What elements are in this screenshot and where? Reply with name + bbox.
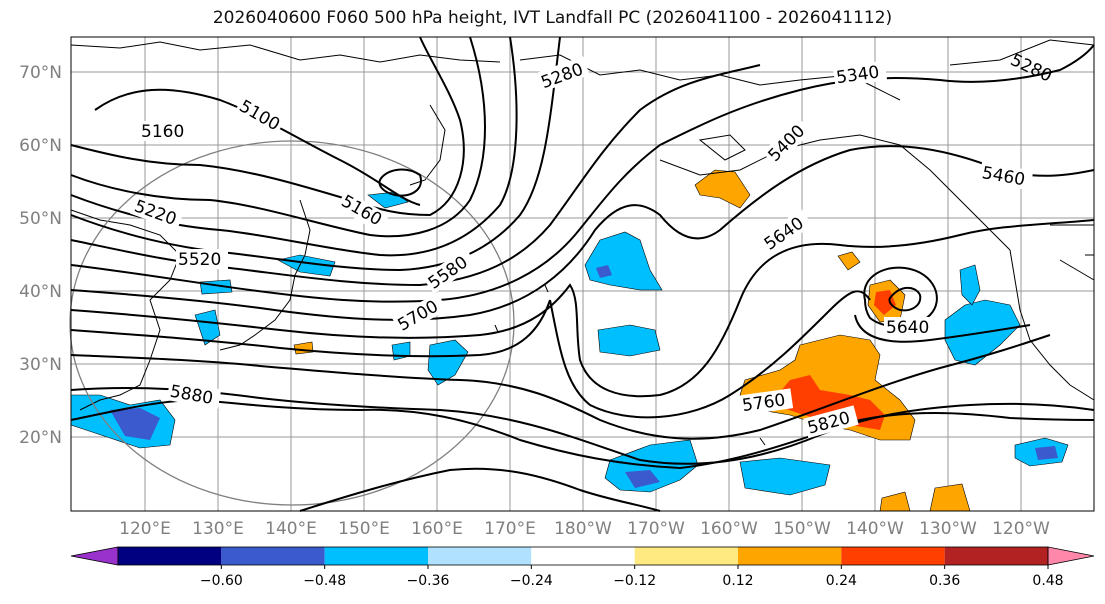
colorbar-tick-label: 0.12	[722, 573, 753, 589]
highlight-circle	[69, 140, 515, 506]
latitude-tick-label: 30°N	[19, 355, 62, 375]
longitude-tick-label: 170°W	[627, 519, 685, 539]
latitude-labels: 70°N 60°N 50°N 40°N 30°N 20°N	[19, 63, 62, 448]
negative-anomaly-area	[597, 324, 661, 357]
map-border	[70, 36, 1095, 512]
longitude-tick-label: 170°E	[484, 519, 536, 539]
colorbar-tick-label: −0.36	[407, 573, 450, 589]
colorbar-segment	[738, 547, 842, 565]
longitude-tick-label: 140°W	[846, 519, 904, 539]
longitude-labels: 120°E 130°E 140°E 150°E 160°E 170°E 180°W 170°W…	[119, 519, 1050, 539]
height-contour	[863, 266, 938, 328]
longitude-tick-label: 130°W	[919, 519, 977, 539]
height-contour	[70, 387, 1095, 465]
colorbar: −0.60 −0.48 −0.36 −0.24 −0.12 0.12 0.24 0.36 0.4…	[70, 546, 1095, 589]
height-contour	[70, 36, 486, 238]
height-contours	[70, 36, 1095, 512]
negative-anomaly-area	[959, 264, 981, 306]
japan-coastline	[219, 199, 311, 351]
longitude-tick-label: 160°W	[700, 519, 758, 539]
height-contour	[549, 290, 871, 419]
north-america-coastline	[949, 39, 1095, 401]
longitude-tick-label: 120°W	[992, 519, 1050, 539]
colorbar-tick-label: −0.60	[200, 573, 243, 589]
longitude-tick-label: 150°W	[773, 519, 831, 539]
latitude-tick-label: 70°N	[19, 63, 62, 83]
colorbar-extension-high	[1047, 546, 1095, 566]
pacific-islands	[494, 284, 766, 446]
height-contour	[70, 36, 561, 272]
map-title: 2026040600 F060 500 hPa height, IVT Land…	[212, 8, 893, 28]
strong-negative-anomaly-area	[596, 265, 612, 278]
colorbar-segment	[428, 547, 532, 565]
colorbar-segment	[531, 547, 635, 565]
colorbar-segment	[841, 547, 945, 565]
latitude-tick-label: 60°N	[19, 136, 62, 156]
longitude-tick-label: 140°E	[265, 519, 317, 539]
colorbar-border	[117, 546, 1049, 566]
colorbar-segment	[118, 547, 222, 565]
positive-anomaly-area	[694, 169, 751, 209]
longitude-tick-label: 160°E	[411, 519, 463, 539]
colorbar-tick-label: 0.36	[929, 573, 960, 589]
negative-anomaly-area	[194, 309, 221, 346]
map-panel: 5160 5100 5220 5160 5280 5340 5400 5460 …	[69, 36, 1095, 512]
colorbar-segment	[634, 547, 738, 565]
colorbar-tick-label: 0.24	[826, 573, 857, 589]
strong-positive-anomaly-area	[775, 375, 885, 430]
strong-negative-anomaly-area	[110, 408, 160, 440]
height-contour	[70, 398, 1095, 470]
contour-label: 5160	[141, 122, 184, 142]
longitude-tick-label: 150°E	[338, 519, 390, 539]
height-contour	[888, 286, 922, 312]
colorbar-tick-label: −0.24	[510, 573, 553, 589]
longitude-tick-label: 130°E	[192, 519, 244, 539]
colorbar-tick-label: −0.48	[303, 573, 346, 589]
colorbar-segment	[324, 547, 428, 565]
longitude-tick-label: 180°W	[554, 519, 612, 539]
height-contour	[70, 219, 1095, 398]
colorbar-tick-label: −0.12	[613, 573, 656, 589]
negative-anomaly-area	[739, 457, 831, 496]
latitude-tick-label: 20°N	[19, 428, 62, 448]
height-contour	[70, 145, 1095, 321]
colorbar-tick-label: 0.48	[1032, 573, 1063, 589]
negative-anomaly-area	[427, 339, 469, 386]
colorbar-segment	[221, 547, 325, 565]
height-contour	[70, 299, 551, 358]
height-contour	[70, 44, 1095, 303]
kamchatka-coastline	[409, 104, 446, 186]
positive-anomaly-area	[837, 251, 861, 271]
height-contour	[70, 334, 1051, 440]
height-contour	[854, 314, 1031, 343]
asia-coastline	[70, 41, 501, 411]
colorbar-segment	[944, 547, 1048, 565]
us-state-borders	[1050, 224, 1095, 281]
contour-label: 5520	[178, 250, 221, 270]
contour-label: 5640	[886, 318, 929, 338]
colorbar-extension-low	[70, 546, 119, 566]
height-contour	[299, 467, 661, 512]
strong-negative-anomaly-area	[1035, 446, 1058, 460]
strong-negative-anomaly-area	[625, 470, 660, 488]
height-contour	[378, 168, 422, 197]
latitude-tick-label: 40°N	[19, 282, 62, 302]
longitude-tick-label: 120°E	[119, 519, 171, 539]
latitude-tick-label: 50°N	[19, 209, 62, 229]
